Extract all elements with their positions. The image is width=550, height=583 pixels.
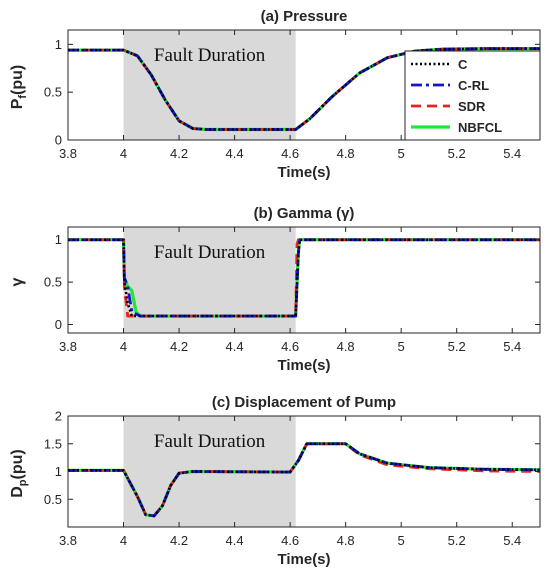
series-line-c: [68, 47, 540, 131]
panel-title: (c) Displacement of Pump: [212, 394, 396, 411]
panel-2: Fault Duration 3.8 4 4.2 4.4 4.6 4.8 5 5.2 5.4 0.5…: [9, 394, 541, 568]
y-label-subscript: p: [17, 479, 29, 486]
y-tick-label: 2: [55, 409, 62, 424]
y-axis-label: Dp(pu): [9, 449, 29, 498]
series-line-c: [68, 442, 540, 518]
panel-0: Fault Duration 3.8 4 4.2 4.4 4.6 4.8 5 5.2 5.4 0 0.…: [9, 8, 541, 181]
x-tick-label: 4.8: [337, 339, 355, 354]
panel-title: (b) Gamma (γ): [254, 205, 355, 222]
y-label-main: γ: [9, 277, 26, 286]
x-tick-label: 4.2: [170, 339, 188, 354]
y-label-main: P: [9, 98, 26, 109]
x-axis-label: Time(s): [277, 164, 330, 181]
series-line-sdr: [68, 238, 540, 318]
x-tick-label: 5.2: [448, 146, 466, 161]
y-label-unit: (pu): [9, 65, 26, 95]
x-tick-label: 5.4: [503, 533, 521, 548]
x-tick-label: 5: [398, 146, 405, 161]
series-line-c-rl: [68, 238, 540, 318]
x-axis-label: Time(s): [277, 357, 330, 374]
fault-duration-label: Fault Duration: [154, 431, 266, 452]
legend-label-nbfcl: NBFCL: [458, 120, 502, 135]
y-tick-label: 1.5: [44, 436, 62, 451]
x-tick-label: 5.2: [448, 533, 466, 548]
x-tick-label: 4.8: [337, 146, 355, 161]
x-tick-label: 4.4: [226, 533, 244, 548]
panel-1: Fault Duration 3.8 4 4.2 4.4 4.6 4.8 5 5.2 5.4 0 0.…: [9, 205, 541, 374]
legend: C C-RL SDR NBFCL: [404, 50, 541, 141]
y-tick-label: 0.5: [44, 275, 62, 290]
fault-duration-label: Fault Duration: [154, 45, 266, 66]
x-tick-label: 4.4: [226, 146, 244, 161]
y-label-main: D: [9, 486, 26, 498]
x-tick-label: 4.8: [337, 533, 355, 548]
fault-duration-label: Fault Duration: [154, 242, 266, 263]
series-group: [68, 442, 540, 518]
x-tick-label: 5.2: [448, 339, 466, 354]
y-label-unit: (pu): [9, 449, 26, 479]
y-axis-label: γ: [9, 277, 26, 286]
x-tick-label: 4: [120, 339, 127, 354]
y-tick-label: 0.5: [44, 492, 62, 507]
x-tick-label: 4.6: [281, 533, 299, 548]
x-tick-label: 4.2: [170, 146, 188, 161]
y-label-subscript: f: [17, 95, 29, 99]
fault-region: [123, 30, 296, 140]
x-tick-label: 4.4: [226, 339, 244, 354]
y-tick-label: 1: [55, 232, 62, 247]
series-group: [68, 238, 540, 318]
x-tick-label: 4.6: [281, 146, 299, 161]
series-group: [68, 47, 540, 132]
x-tick-label: 5.4: [503, 146, 521, 161]
x-tick-label: 4.6: [281, 339, 299, 354]
x-tick-label: 5.4: [503, 339, 521, 354]
y-tick-label: 0: [55, 133, 62, 148]
legend-box: [404, 50, 541, 141]
x-tick-label: 4: [120, 146, 127, 161]
x-tick-label: 3.8: [59, 146, 77, 161]
x-tick-label: 5: [398, 339, 405, 354]
x-tick-label: 3.8: [59, 533, 77, 548]
y-axis-label: Pf(pu): [9, 65, 29, 110]
series-line-c: [68, 238, 540, 318]
y-tick-label: 1: [55, 37, 62, 52]
legend-label-c: C: [458, 57, 468, 72]
legend-label-c-rl: C-RL: [458, 78, 489, 93]
x-axis-label: Time(s): [277, 551, 330, 568]
x-tick-label: 3.8: [59, 339, 77, 354]
panel-title: (a) Pressure: [261, 8, 348, 25]
x-tick-label: 4.2: [170, 533, 188, 548]
x-tick-label: 4: [120, 533, 127, 548]
x-tick-label: 5: [398, 533, 405, 548]
y-tick-label: 0: [55, 317, 62, 332]
y-tick-label: 0.5: [44, 85, 62, 100]
axes-box: [67, 226, 541, 334]
y-tick-label: 1: [55, 464, 62, 479]
legend-label-sdr: SDR: [458, 99, 486, 114]
